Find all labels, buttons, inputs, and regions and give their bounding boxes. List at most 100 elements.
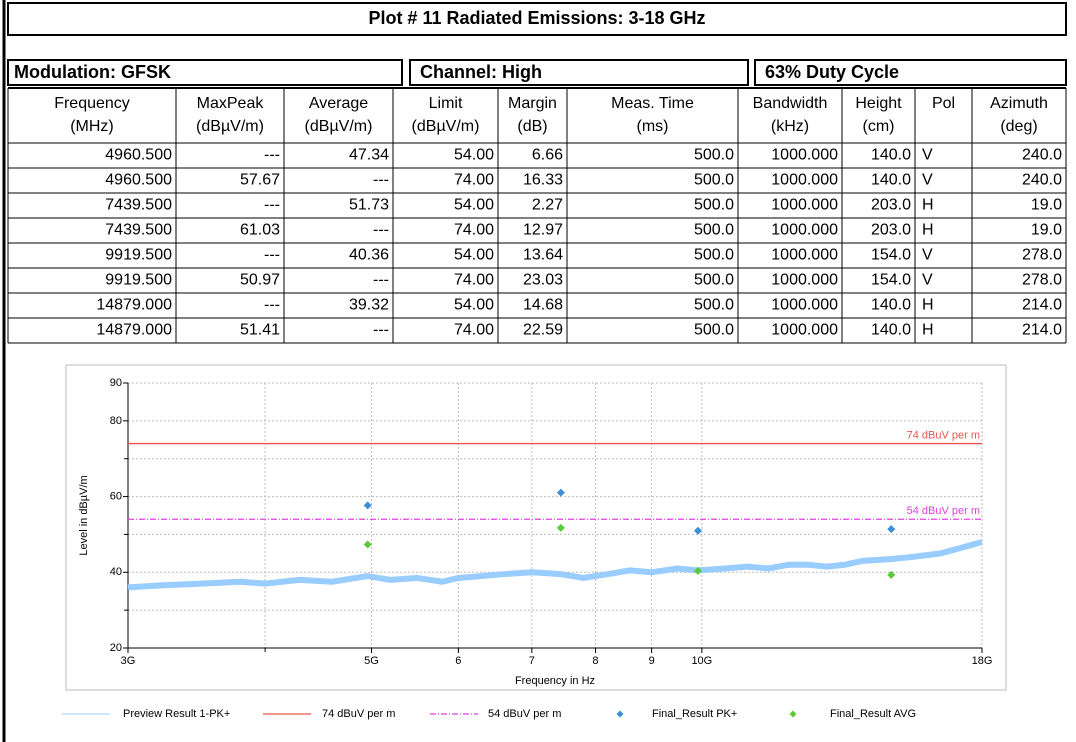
legend-label: 74 dBuV per m: [322, 708, 395, 720]
table-cell: 1000.000: [771, 147, 838, 164]
table-cell: 51.73: [349, 197, 389, 214]
frame: [3, 2, 1073, 740]
table-cell: 74.00: [454, 222, 494, 239]
x-tick-label: 7: [529, 655, 535, 667]
title-box: [7, 2, 1067, 36]
column-header: Azimuth: [990, 95, 1048, 112]
table-cell: V: [922, 272, 933, 289]
column-header: (dBµV/m): [305, 118, 373, 135]
table-cell: ---: [373, 222, 389, 239]
table-cell: 1000.000: [771, 197, 838, 214]
table-cell: 9919.500: [105, 272, 172, 289]
y-tick-label: 40: [110, 566, 122, 578]
table-cell: 12.97: [523, 222, 563, 239]
x-tick-label: 18G: [972, 655, 993, 667]
table-cell: H: [922, 222, 934, 239]
table-cell: 74.00: [454, 272, 494, 289]
chart: 20 40 60 80 90 3G 5G 6 7 8 9 10G 18G Frequency in Hz L…: [62, 377, 992, 720]
y-tick-label: 60: [110, 490, 122, 502]
legend-label: Preview Result 1-PK+: [123, 708, 230, 720]
table-cell: 154.0: [871, 272, 911, 289]
table-cell: 500.0: [694, 147, 734, 164]
limit-label: 74 dBuV per m: [907, 429, 980, 441]
legend-label: 54 dBuV per m: [488, 708, 561, 720]
table-cell: 140.0: [871, 322, 911, 339]
title: Plot # 11 Radiated Emissions: 3-18 GHz: [368, 8, 705, 28]
column-header: Limit: [429, 95, 463, 112]
table-cell: 57.67: [240, 172, 280, 189]
table-cell: 203.0: [871, 197, 911, 214]
table-cell: 4960.500: [105, 172, 172, 189]
column-header: Margin: [508, 95, 557, 112]
column-header: (dBµV/m): [196, 118, 264, 135]
column-header: (ms): [637, 118, 669, 135]
table-cell: 1000.000: [771, 297, 838, 314]
column-header: Meas. Time: [611, 95, 694, 112]
x-axis-label: Frequency in Hz: [515, 675, 595, 687]
marker: [556, 488, 565, 497]
column-header: (kHz): [771, 118, 809, 135]
column-header: Average: [309, 95, 368, 112]
marker: [887, 570, 896, 579]
table-cell: 240.0: [1022, 172, 1062, 189]
table-cell: 6.66: [532, 147, 563, 164]
table-cell: 2.27: [532, 197, 563, 214]
table-cell: V: [922, 172, 933, 189]
column-header: Frequency: [54, 95, 130, 112]
table-cell: 4960.500: [105, 147, 172, 164]
table-cell: 14879.000: [96, 297, 172, 314]
table-cell: 22.59: [523, 322, 563, 339]
table-cell: V: [922, 147, 933, 164]
marker: [363, 540, 372, 549]
table-cell: 278.0: [1022, 247, 1062, 264]
y-axis-label: Level in dBµV/m: [78, 475, 90, 555]
table-cell: 1000.000: [771, 172, 838, 189]
duty-cycle: 63% Duty Cycle: [765, 62, 899, 82]
legend-swatch: [616, 710, 624, 718]
x-tick-label: 9: [649, 655, 655, 667]
table-cell: 47.34: [349, 147, 389, 164]
table-cell: 54.00: [454, 197, 494, 214]
table-cell: 278.0: [1022, 272, 1062, 289]
table: Frequency (MHz) MaxPeak (dBµV/m) Average (dBµ…: [7, 87, 1067, 344]
table-cell: 9919.500: [105, 247, 172, 264]
table-cell: H: [922, 197, 934, 214]
table-cell: 214.0: [1022, 297, 1062, 314]
table-cell: 1000.000: [771, 272, 838, 289]
table-cell: 500.0: [694, 297, 734, 314]
table-cell: ---: [264, 297, 280, 314]
table-cell: 140.0: [871, 147, 911, 164]
table-cell: 14879.000: [96, 322, 172, 339]
table-cell: 54.00: [454, 297, 494, 314]
table-cell: ---: [373, 172, 389, 189]
table-cell: 61.03: [240, 222, 280, 239]
table-cell: 40.36: [349, 247, 389, 264]
table-cell: 50.97: [240, 272, 280, 289]
table-cell: ---: [373, 322, 389, 339]
table-cell: 500.0: [694, 222, 734, 239]
limit-label: 54 dBuV per m: [907, 505, 980, 517]
table-cell: 19.0: [1031, 197, 1062, 214]
legend-swatch: [789, 710, 797, 718]
table-cell: 500.0: [694, 197, 734, 214]
x-tick-label: 6: [455, 655, 461, 667]
table-cell: 140.0: [871, 172, 911, 189]
table-cell: H: [922, 322, 934, 339]
column-header: MaxPeak: [197, 95, 265, 112]
table-cell: 54.00: [454, 247, 494, 264]
x-tick-label: 3G: [121, 655, 136, 667]
table-cell: 54.00: [454, 147, 494, 164]
table-cell: 1000.000: [771, 222, 838, 239]
table-cell: 14.68: [523, 297, 563, 314]
table-cell: 19.0: [1031, 222, 1062, 239]
trace: [127, 539, 983, 591]
column-header: (MHz): [70, 118, 114, 135]
marker: [363, 501, 372, 510]
table-cell: 74.00: [454, 322, 494, 339]
table-cell: 7439.500: [105, 197, 172, 214]
table-cell: 39.32: [349, 297, 389, 314]
table-cell: 1000.000: [771, 247, 838, 264]
column-header: Height: [855, 95, 902, 112]
table-cell: ---: [264, 147, 280, 164]
column-header: Pol: [932, 95, 955, 112]
